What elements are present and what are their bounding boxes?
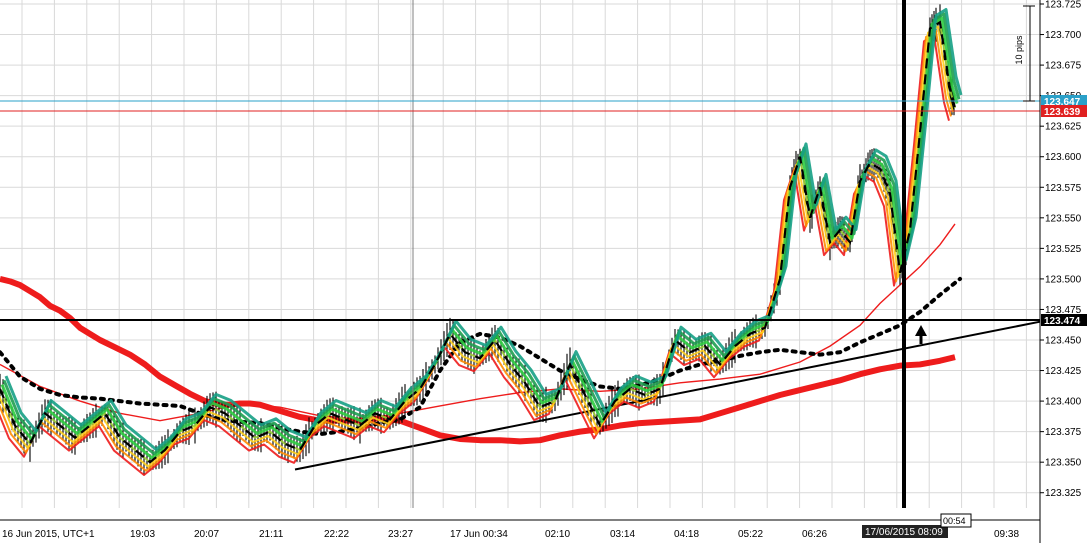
price-dashed-line [0,20,957,464]
series-layer [0,4,1041,477]
time-cursor-box [862,525,948,538]
time-tick-label: 06:26 [802,529,827,540]
dotted-moving-average-line [0,276,962,437]
time-tick-label: 19:03 [130,529,155,540]
time-tick-label: 05:22 [738,529,763,540]
price-marker-label: 123.474 [1044,316,1081,327]
price-marker-label: 123.647 [1044,97,1081,108]
price-marker-box [1041,95,1087,107]
price-marker-label: 123.639 [1044,107,1081,118]
price-tick-label: 123.325 [1045,488,1082,499]
price-tick-label: 123.350 [1045,458,1082,469]
price-marker-box [1041,105,1087,117]
price-marker-box [1041,314,1087,326]
time-tick-label: 04:18 [674,529,699,540]
price-tick-label: 123.625 [1045,122,1082,133]
time-tick-label: 16 Jun 2015, UTC+1 [2,529,95,540]
time-tick-label: 20:07 [194,529,219,540]
price-tick-label: 123.500 [1045,274,1082,285]
time-tick-label: 22:22 [324,529,349,540]
buy-arrow-icon [915,325,927,336]
price-ma-line [4,7,963,451]
price-ma-line [0,29,952,472]
time-cursor-label: 17/06/2015 08:09 [865,527,943,538]
time-tick-label: 17 Jun 00:34 [450,529,508,540]
price-tick-label: 123.400 [1045,397,1082,408]
time-tick-label: 09:38 [994,529,1019,540]
trendline [294,320,1041,471]
price-tick-label: 123.550 [1045,213,1082,224]
price-tick-label: 123.600 [1045,152,1082,163]
bar-timer-label: 00:54 [943,516,966,526]
time-tick-label: 03:14 [610,529,635,540]
time-tick-label: 21:11 [259,529,284,540]
time-tick-label: 02:10 [545,529,570,540]
price-tick-label: 123.700 [1045,30,1082,41]
price-tick-label: 123.475 [1045,305,1082,316]
price-tick-label: 123.675 [1045,61,1082,72]
price-tick-label: 123.375 [1045,427,1082,438]
price-ma-line [0,25,954,468]
time-tick-label: 23:27 [388,529,413,540]
range-label: 10 pips [1014,35,1024,65]
bar-timer-box [940,513,972,528]
price-tick-label: 123.725 [1045,0,1082,11]
price-ma-line [0,34,950,477]
price-tick-label: 123.575 [1045,183,1082,194]
price-tick-label: 123.450 [1045,336,1082,347]
overlay-layer: 10 pips [0,0,1040,508]
price-tick-label: 123.525 [1045,244,1082,255]
price-tick-label: 123.425 [1045,366,1082,377]
